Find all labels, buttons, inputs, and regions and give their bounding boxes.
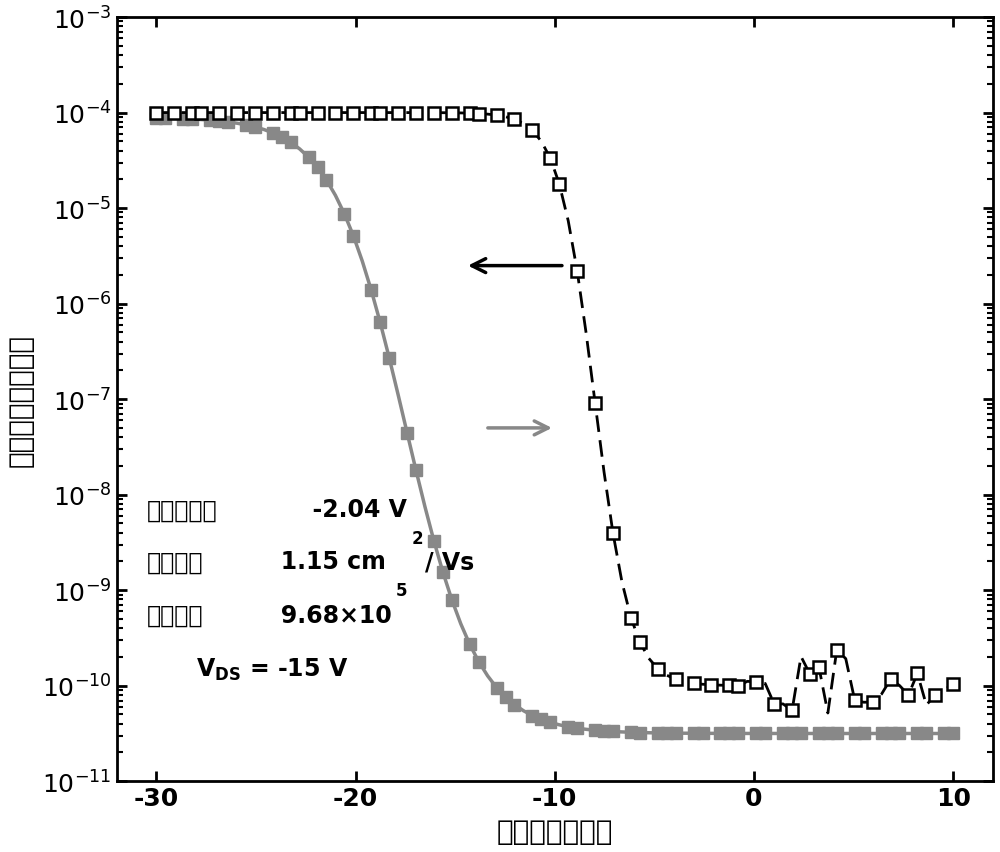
- Y-axis label: 源漏电流（安培）: 源漏电流（安培）: [7, 333, 35, 466]
- Text: 阈値电压：: 阈値电压：: [146, 498, 217, 522]
- Text: 开关比：: 开关比：: [146, 603, 203, 627]
- Text: 1.15 cm: 1.15 cm: [256, 550, 386, 573]
- Text: 2: 2: [411, 530, 423, 548]
- Text: / Vs: / Vs: [425, 550, 475, 573]
- Text: 5: 5: [395, 582, 407, 600]
- Text: 9.68×10: 9.68×10: [256, 603, 392, 627]
- Text: -2.04 V: -2.04 V: [296, 498, 407, 522]
- Text: 迁移率：: 迁移率：: [146, 550, 203, 573]
- Text: $\mathbf{V_{DS}}$ = -15 V: $\mathbf{V_{DS}}$ = -15 V: [196, 656, 348, 682]
- X-axis label: 栊电压（伏特）: 栊电压（伏特）: [497, 817, 613, 845]
